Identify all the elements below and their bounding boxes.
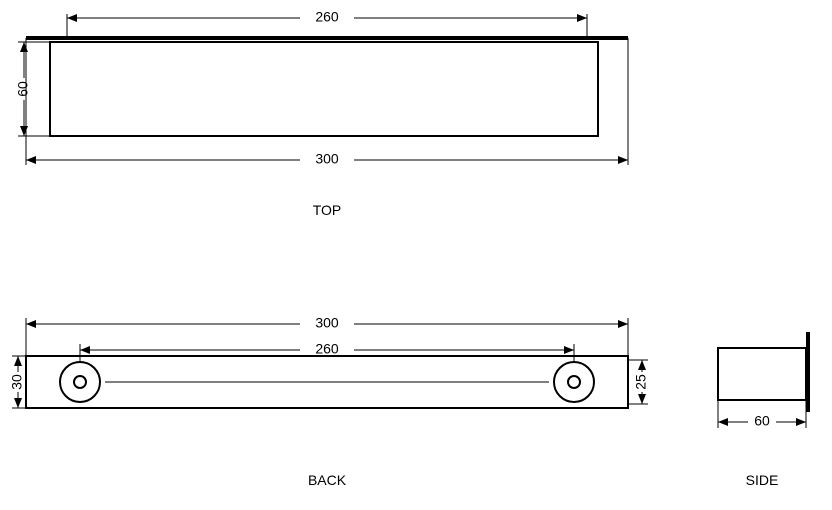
dim-value: 60 [15,81,31,97]
dim-value: 60 [754,413,770,429]
dim-top-60: 60 [15,42,50,136]
dim-value: 300 [315,151,339,167]
dim-back-30: 30 [9,356,26,408]
view-label-top: TOP [313,202,342,218]
dim-side-60: 60 [718,400,806,429]
view-label-back: BACK [308,472,347,488]
dim-back-25: 25 [628,360,649,404]
dim-value: 260 [315,341,339,357]
dim-value: 300 [315,315,339,331]
dim-value: 25 [633,374,649,390]
back-view: 300 260 30 25 BACK [9,315,649,488]
view-label-side: SIDE [746,472,779,488]
technical-drawing: 260 60 300 TOP [0,0,832,510]
side-view: 60 SIDE [718,332,808,488]
dim-top-300: 300 [26,151,628,167]
dim-back-260: 260 [80,341,574,362]
mount-hole-right [554,362,594,402]
dim-value: 260 [315,9,339,25]
mount-hole-left [60,362,100,402]
top-view: 260 60 300 TOP [15,9,628,218]
dim-top-260: 260 [67,9,587,38]
dim-value: 30 [9,374,25,390]
